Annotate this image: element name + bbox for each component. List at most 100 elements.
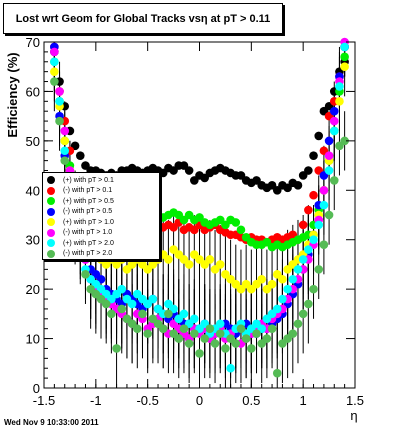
data-point [205, 324, 215, 333]
x-tick-label: -1 [90, 393, 102, 408]
x-tick-label: 0.5 [242, 393, 260, 408]
data-point [205, 255, 215, 264]
data-point [340, 136, 349, 146]
data-point [200, 334, 209, 343]
data-point [75, 151, 85, 160]
data-point [138, 309, 147, 319]
legend-marker [47, 197, 55, 206]
data-point [340, 42, 349, 52]
data-point [50, 77, 59, 86]
data-point [329, 176, 339, 185]
y-tick-label: 70 [26, 35, 40, 50]
legend-marker [47, 239, 55, 248]
data-point [329, 106, 339, 116]
data-point [278, 294, 287, 304]
x-tick-label: -0.5 [136, 393, 158, 408]
data-point [335, 97, 344, 106]
data-point [309, 190, 318, 200]
data-point [55, 87, 64, 96]
y-tick-label: 30 [26, 233, 40, 248]
legend-marker [47, 186, 55, 195]
y-tick-label: 50 [26, 134, 40, 149]
data-point [231, 339, 241, 348]
y-tick-label: 10 [26, 332, 40, 347]
data-point [262, 334, 272, 343]
y-axis-label: Efficiency (%) [5, 52, 20, 137]
data-point [215, 319, 225, 329]
legend-entry: (-) with pT > 2.0 [47, 249, 159, 260]
data-point [283, 284, 292, 294]
data-point [117, 304, 127, 314]
data-point [55, 97, 64, 106]
legend-marker [47, 207, 55, 216]
data-point [195, 349, 204, 358]
data-point [329, 126, 339, 136]
data-point [231, 218, 241, 227]
data-point [127, 299, 137, 309]
data-point [60, 136, 70, 146]
data-point [288, 274, 298, 284]
data-point [304, 166, 313, 175]
data-point [221, 344, 230, 353]
data-point [184, 339, 194, 348]
data-point [236, 225, 246, 235]
data-point [314, 220, 324, 230]
data-point [101, 299, 111, 309]
axes: -1.5 -1 -0.5 0 0.5 1 1.5 0 10 20 30 40 50 60 70 [26, 35, 365, 408]
chart-title: Lost wrt Geom for Global Tracks vsη at p… [3, 3, 283, 34]
data-point [304, 205, 313, 215]
data-point [174, 334, 184, 343]
data-point [314, 265, 324, 274]
data-point [215, 329, 225, 338]
y-tick-label: 60 [26, 84, 40, 99]
data-point [60, 126, 70, 136]
legend-label: (-) with pT > 2.0 [63, 250, 113, 258]
data-point [324, 166, 334, 175]
x-tick-label: 0 [196, 393, 203, 408]
data-point [190, 314, 199, 324]
data-point [272, 304, 282, 314]
data-point [226, 363, 235, 373]
legend-entry: (-) with pT > 0.1 [47, 186, 159, 197]
data-point [293, 181, 303, 190]
data-point [164, 309, 173, 319]
data-point [298, 255, 308, 264]
legend-entry: (-) with pT > 0.5 [47, 207, 159, 218]
legend-marker [47, 249, 55, 258]
legend-label: (-) with pT > 0.1 [63, 187, 113, 195]
data-point [298, 309, 308, 319]
data-point [50, 67, 59, 76]
legend-entry: (+) with pT > 2.0 [47, 238, 159, 249]
legend-entry: (+) with pT > 0.1 [47, 175, 159, 186]
legend-marker [47, 228, 55, 237]
legend-marker [47, 218, 55, 227]
data-point [309, 235, 318, 245]
data-point [241, 334, 251, 343]
data-point [293, 319, 303, 329]
data-point [117, 284, 127, 294]
data-point [314, 131, 324, 141]
legend-label: (-) with pT > 0.5 [63, 208, 113, 216]
data-point [215, 260, 225, 269]
data-point [267, 324, 277, 333]
legend-label: (+) with pT > 1.0 [63, 218, 114, 226]
data-point [60, 156, 70, 165]
data-point [179, 309, 189, 319]
data-point [164, 255, 173, 264]
data-point [335, 82, 344, 91]
data-point [329, 116, 339, 126]
data-point [324, 136, 334, 146]
data-point [60, 146, 70, 156]
legend-marker [47, 176, 55, 185]
data-point [340, 52, 349, 62]
data-point [50, 47, 59, 57]
data-point [340, 62, 349, 72]
data-point [324, 151, 334, 160]
data-point [319, 200, 329, 210]
legend-label: (+) with pT > 0.1 [63, 176, 114, 184]
legend-label: (+) with pT > 2.0 [63, 239, 114, 247]
data-point [50, 57, 59, 67]
data-point [190, 329, 199, 338]
data-point [278, 274, 287, 284]
